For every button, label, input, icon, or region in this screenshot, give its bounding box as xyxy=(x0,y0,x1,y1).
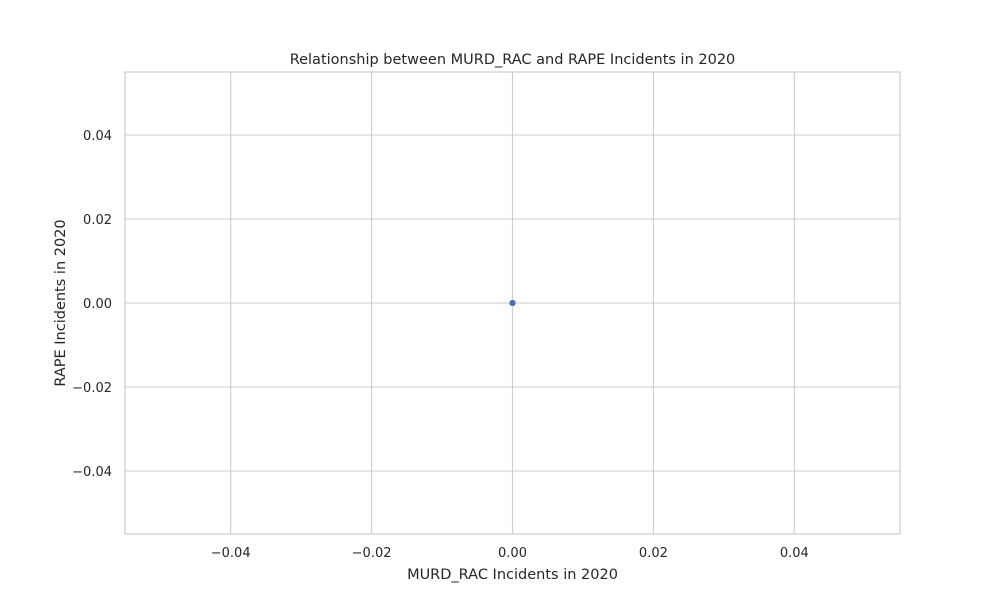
chart-title: Relationship between MURD_RAC and RAPE I… xyxy=(290,52,736,68)
x-tick-label: 0.02 xyxy=(639,546,668,561)
y-tick-label: 0.00 xyxy=(83,297,112,312)
y-tick-label: 0.04 xyxy=(83,129,112,144)
scatter-point xyxy=(508,299,517,307)
x-tick-label: 0.00 xyxy=(498,546,527,561)
x-tick-label: −0.04 xyxy=(211,546,251,561)
marks-layer xyxy=(508,299,517,307)
x-tick-label: −0.02 xyxy=(352,546,392,561)
grid-layer xyxy=(125,72,900,534)
x-axis-label: MURD_RAC Incidents in 2020 xyxy=(407,567,618,583)
y-tick-label: −0.02 xyxy=(72,381,112,396)
x-tick-label: 0.04 xyxy=(780,546,809,561)
plot-frame xyxy=(124,71,901,535)
y-tick-label: −0.04 xyxy=(72,465,112,480)
y-tick-label: 0.02 xyxy=(83,213,112,228)
y-axis-label: RAPE Incidents in 2020 xyxy=(53,219,69,386)
ticks-layer: −0.04 −0.02 0.00 0.02 0.04 −0.04 −0.02 0.00 0.02… xyxy=(72,129,809,561)
